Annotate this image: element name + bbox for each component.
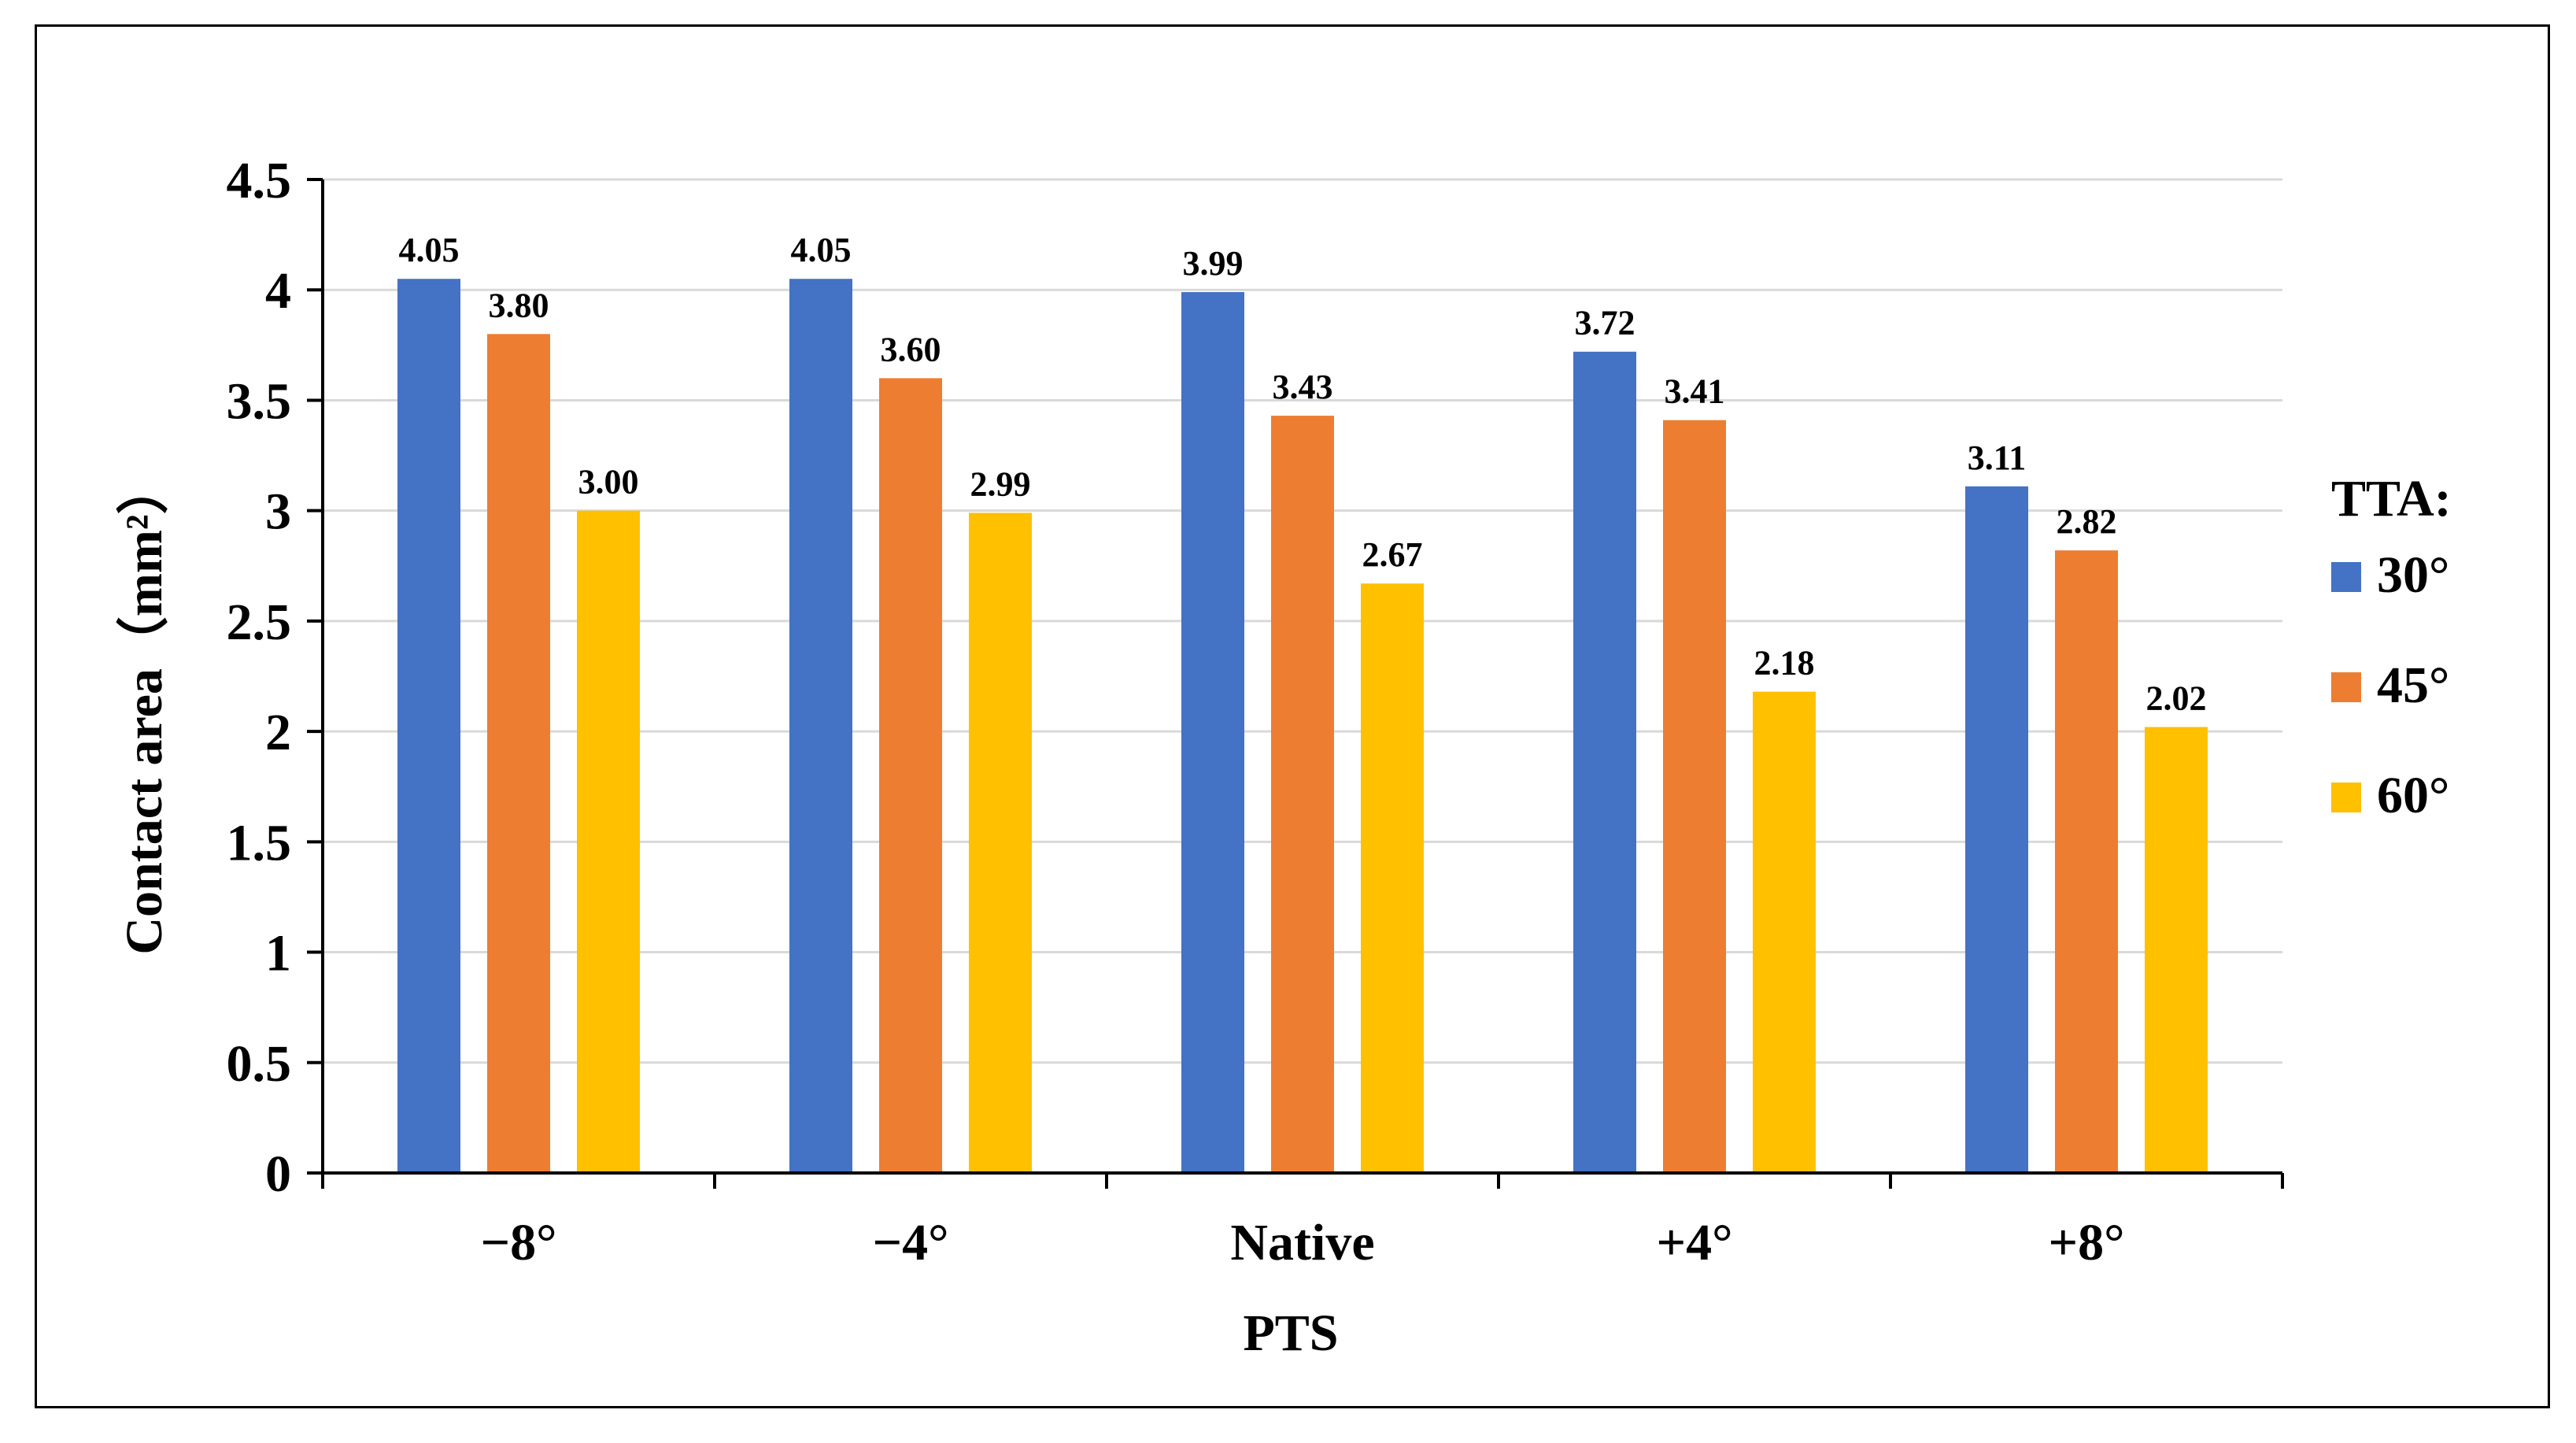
bars — [397, 279, 2208, 1174]
bar — [2055, 550, 2118, 1173]
legend: TTA: 30° 45° 60° — [2331, 470, 2452, 824]
x-tick-label: −8° — [480, 1214, 556, 1271]
y-tick-label: 0 — [265, 1145, 291, 1203]
legend-swatch — [2331, 562, 2361, 592]
y-tick-label: 4 — [265, 262, 291, 320]
x-tick-label: +8° — [2048, 1214, 2124, 1271]
bar — [879, 378, 942, 1173]
bar — [397, 279, 460, 1174]
bar — [1573, 351, 1636, 1173]
bar — [1753, 691, 1816, 1173]
bar — [2145, 727, 2208, 1173]
bar — [1181, 292, 1244, 1174]
data-label: 3.80 — [489, 286, 549, 324]
y-tick-label: 2 — [265, 704, 291, 761]
data-label: 2.67 — [1362, 535, 1423, 574]
bar — [969, 512, 1032, 1173]
y-tick-label: 2.5 — [227, 594, 292, 651]
legend-swatch — [2331, 672, 2361, 702]
x-tick-label: Native — [1230, 1214, 1374, 1271]
y-tick-label: 1 — [265, 925, 291, 982]
legend-label: 45° — [2377, 657, 2449, 714]
y-tick-labels: 0 0.5 1 1.5 2 2.5 3 3.5 4 4.5 — [227, 152, 292, 1203]
bar — [1965, 486, 2028, 1173]
y-axis-title: Contact area（mm²） — [115, 462, 173, 954]
y-tick-label: 3 — [265, 483, 291, 541]
axes — [321, 179, 2282, 1175]
bar — [577, 510, 640, 1173]
data-label: 3.72 — [1575, 304, 1635, 342]
x-tick-labels: −8° −4° Native +4° +8° — [480, 1214, 2124, 1271]
data-label: 3.11 — [1968, 438, 2027, 477]
legend-label: 60° — [2377, 767, 2449, 824]
x-axis-title: PTS — [1243, 1304, 1338, 1362]
legend-label: 30° — [2377, 546, 2449, 604]
legend-swatch — [2331, 783, 2361, 812]
bar — [1663, 420, 1726, 1173]
data-label: 2.02 — [2146, 679, 2207, 718]
data-label: 4.05 — [399, 231, 460, 269]
y-tick-label: 4.5 — [227, 152, 292, 209]
bar — [1271, 416, 1334, 1173]
data-labels: 4.05 3.80 3.00 4.05 3.60 2.99 3.99 3.43 2.67 3.72… — [399, 231, 2207, 717]
data-label: 2.18 — [1754, 644, 1815, 683]
data-label: 3.41 — [1665, 372, 1725, 411]
data-label: 2.99 — [970, 464, 1031, 503]
bar — [487, 334, 550, 1174]
data-label: 4.05 — [791, 231, 852, 269]
data-label: 3.00 — [578, 463, 639, 501]
y-tick-label: 0.5 — [227, 1035, 292, 1093]
data-label: 2.82 — [2057, 502, 2117, 541]
y-tick-label: 1.5 — [227, 814, 292, 871]
data-label: 3.99 — [1183, 244, 1244, 283]
x-tick-label: −4° — [872, 1214, 948, 1271]
legend-items: 30° 45° 60° — [2331, 546, 2449, 824]
bar — [1361, 583, 1424, 1173]
x-tick-label: +4° — [1656, 1214, 1732, 1271]
legend-title: TTA: — [2331, 470, 2452, 527]
bar — [789, 279, 852, 1174]
y-tick-label: 3.5 — [227, 372, 292, 430]
data-label: 3.43 — [1273, 368, 1333, 406]
data-label: 3.60 — [881, 330, 941, 368]
